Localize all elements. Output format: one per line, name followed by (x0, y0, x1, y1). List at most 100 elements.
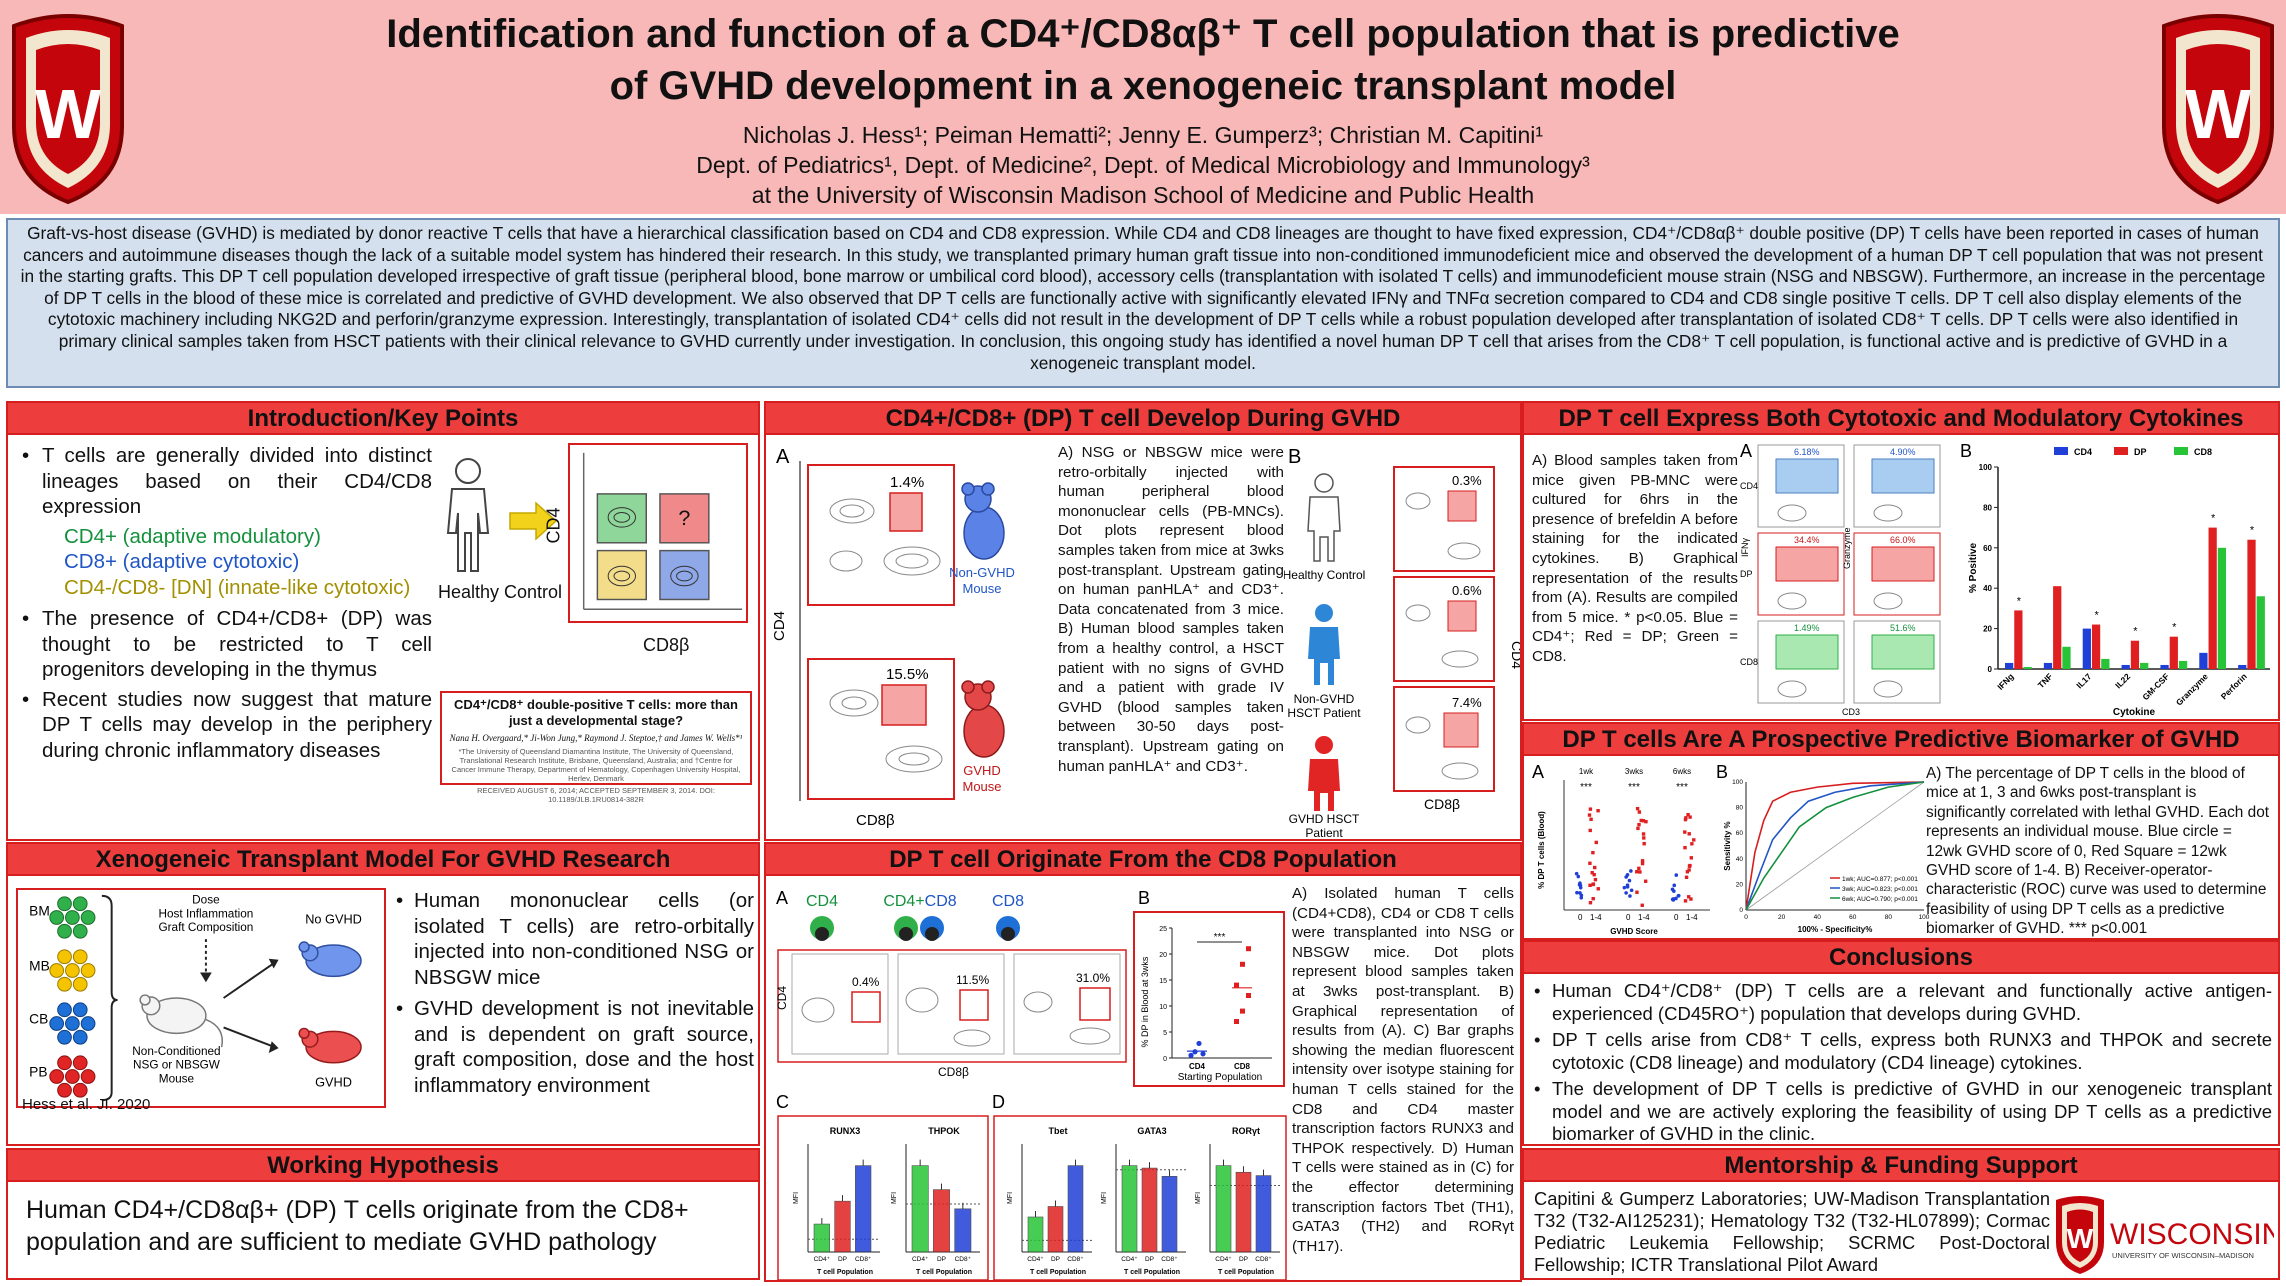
dot-plot-cd4cd8: 11.5% (897, 953, 1005, 1055)
roc-y-tick: 0 (1739, 907, 1743, 914)
tf-cat-label: CD4⁺ (1121, 1256, 1138, 1263)
intro-sub-dn: CD4-/CD8- [DN] (innate-like cytotoxic) (64, 575, 411, 599)
b-xlabel: Starting Population (1178, 1072, 1263, 1083)
pct-cd4-gzm: 4.90% (1890, 447, 1916, 457)
pct-gvhd: 15.5% (886, 666, 929, 683)
label-dose: Dose (192, 894, 220, 907)
bar-dp-il22 (2130, 640, 2140, 669)
roc-y-tick: 100 (1732, 779, 1743, 786)
cell-label-cd8: CD8 (992, 893, 1024, 910)
tf-cat-label: DP (1145, 1256, 1154, 1263)
bar-cd4-perforin (2238, 664, 2247, 669)
label-gvhd-2: Patient (1305, 826, 1343, 837)
healthy-control-label: Healthy Control (438, 582, 562, 602)
row-dp: DP (1740, 569, 1753, 579)
dp-originate-figures: A CD4 CD4+CD8 CD8 0.4% 11.5% (775, 888, 1287, 1280)
cyto-tick-label: 80 (1983, 503, 1992, 512)
mouse-label-gvhd-1: GVHD (963, 763, 1001, 778)
bio-dot-score14 (1642, 836, 1646, 840)
b-point-cd4 (1196, 1040, 1202, 1047)
logo-crest-letter: W (2067, 1223, 2094, 1254)
conclusion-1: Human CD4⁺/CD8⁺ (DP) T cells are a relev… (1534, 980, 2272, 1025)
crest-letter: W (35, 75, 101, 153)
abstract: Graft-vs-host disease (GVHD) is mediated… (6, 218, 2280, 388)
row-cd4: CD4 (1740, 481, 1758, 491)
bio-dot-score14 (1640, 903, 1644, 907)
panel-label-d: D (992, 1092, 1005, 1112)
pct-dp-ifng: 34.4% (1794, 535, 1820, 545)
bio-dot-score0 (1579, 893, 1584, 898)
roc-x-tick: 100 (1919, 914, 1930, 921)
conclusions-panel: Conclusions Human CD4⁺/CD8⁺ (DP) T cells… (1522, 940, 2280, 1146)
bio-dot-score14 (1637, 822, 1641, 827)
label-1wk: 1wk (1579, 767, 1594, 776)
tf-title-runx3: RUNX3 (830, 1126, 861, 1136)
b-point-cd8 (1234, 1019, 1239, 1024)
row-cd8: CD8 (1740, 657, 1758, 667)
cell-label-cd4cd8-b: CD8 (925, 893, 957, 910)
cat-0-a: 0 (1578, 913, 1583, 922)
label-3wks: 3wks (1625, 767, 1643, 776)
uw-crest-logo-right: W (2162, 14, 2274, 205)
dp-originate-panel: DP T cell Originate From the CD8 Populat… (764, 842, 1522, 1282)
b-tick-label: 20 (1159, 952, 1167, 959)
gate-dp-ifng (1775, 546, 1839, 582)
b-xaxis: CD8β (1424, 796, 1460, 812)
intro-sub-cd4: CD4+ (adaptive modulatory) (64, 524, 321, 548)
title-line-2: of GVHD development in a xenogeneic tran… (609, 64, 1677, 108)
legend-label-cd8: CD8 (2194, 447, 2212, 457)
bar-cd4-il22 (2121, 664, 2130, 669)
bio-dot-score14 (1686, 812, 1690, 817)
tf-mfi-label: MFI (891, 1192, 898, 1204)
bar-dp-perforin (2247, 539, 2256, 669)
intro-sub-cd8: CD8+ (adaptive cytotoxic) (64, 550, 300, 573)
bar-cd4-ifng (2004, 662, 2014, 669)
label-gvhd-1: GVHD HSCT (1289, 812, 1360, 826)
cat-14-a: 1-4 (1590, 913, 1602, 922)
bio-dot-score14 (1684, 816, 1688, 820)
funding-panel: Mentorship & Funding Support Capitini & … (1522, 1148, 2280, 1280)
bio-dot-score0 (1672, 883, 1677, 888)
bar-dp-ifng (2014, 610, 2023, 669)
tf-cat-label: DP (937, 1256, 946, 1263)
conclusion-2-text: DP T cells arise from CD8⁺ T cells, expr… (1552, 1029, 2272, 1073)
dot-plot-cd4: 0.4% (791, 953, 889, 1055)
bar-cd8-granzyme (2217, 547, 2227, 669)
axis-granzyme: Granzyme (1842, 527, 1852, 569)
intro-bullet-3: Recent studies now suggest that mature D… (20, 687, 432, 764)
panel-label-a: A (1740, 441, 1752, 461)
gate-cd4-gzm (1871, 458, 1935, 494)
dp-origin-scatter-chart: 0 5 10 15 20 25 CD4 CD8 *** (1159, 926, 1272, 1071)
b-sig-label: *** (1214, 932, 1226, 943)
mouse-icon-blue (298, 941, 362, 978)
tf-xlabel: T cell Population (1124, 1269, 1180, 1276)
bar-cd8-tnf (2062, 646, 2071, 669)
axis-cd3: CD3 (1842, 707, 1860, 717)
bio-dot-score14 (1692, 838, 1696, 842)
bio-dot-score14 (1690, 842, 1694, 846)
bio-dot-score14 (1637, 810, 1642, 814)
tf-xlabel: T cell Population (817, 1269, 873, 1276)
roc-legend-label-1: 3wk; AUC=0.823; p<0.001 (1842, 886, 1918, 893)
bar-dp-gm-csf (2169, 636, 2178, 669)
bar-cd4-il17 (2082, 628, 2091, 669)
bio-dot-score0 (1578, 883, 1583, 888)
biomarker-heading: DP T cells Are A Prospective Predictive … (1524, 724, 2278, 756)
bar-cd8-il17 (2101, 658, 2110, 669)
tf-mfi-label: MFI (1101, 1192, 1108, 1204)
tf-cat-label: CD8⁺ (855, 1256, 872, 1263)
tf-mfi-label: MFI (1195, 1192, 1202, 1204)
graft-source-clusters: BM MB CB PB (29, 896, 96, 1098)
bio-dot-score0 (1576, 874, 1581, 879)
bio-dot-score14 (1636, 826, 1640, 831)
funding-heading: Mentorship & Funding Support (1524, 1150, 2278, 1182)
poster-header: W W Identification and function of a CD4… (0, 0, 2286, 214)
dot-plot-cd8: 31.0% (1013, 953, 1121, 1055)
intro-bullet-2-text: The presence of CD4+/CD8+ (DP) was thoug… (42, 607, 432, 681)
roc-x-tick: 20 (1778, 914, 1786, 921)
cytokine-heading: DP T cell Express Both Cytotoxic and Mod… (1524, 403, 2278, 435)
dp-gate (659, 493, 710, 544)
hypothesis-heading: Working Hypothesis (8, 1150, 758, 1182)
bio-dot-score0 (1671, 898, 1676, 902)
panel-label-b: B (1288, 446, 1301, 468)
